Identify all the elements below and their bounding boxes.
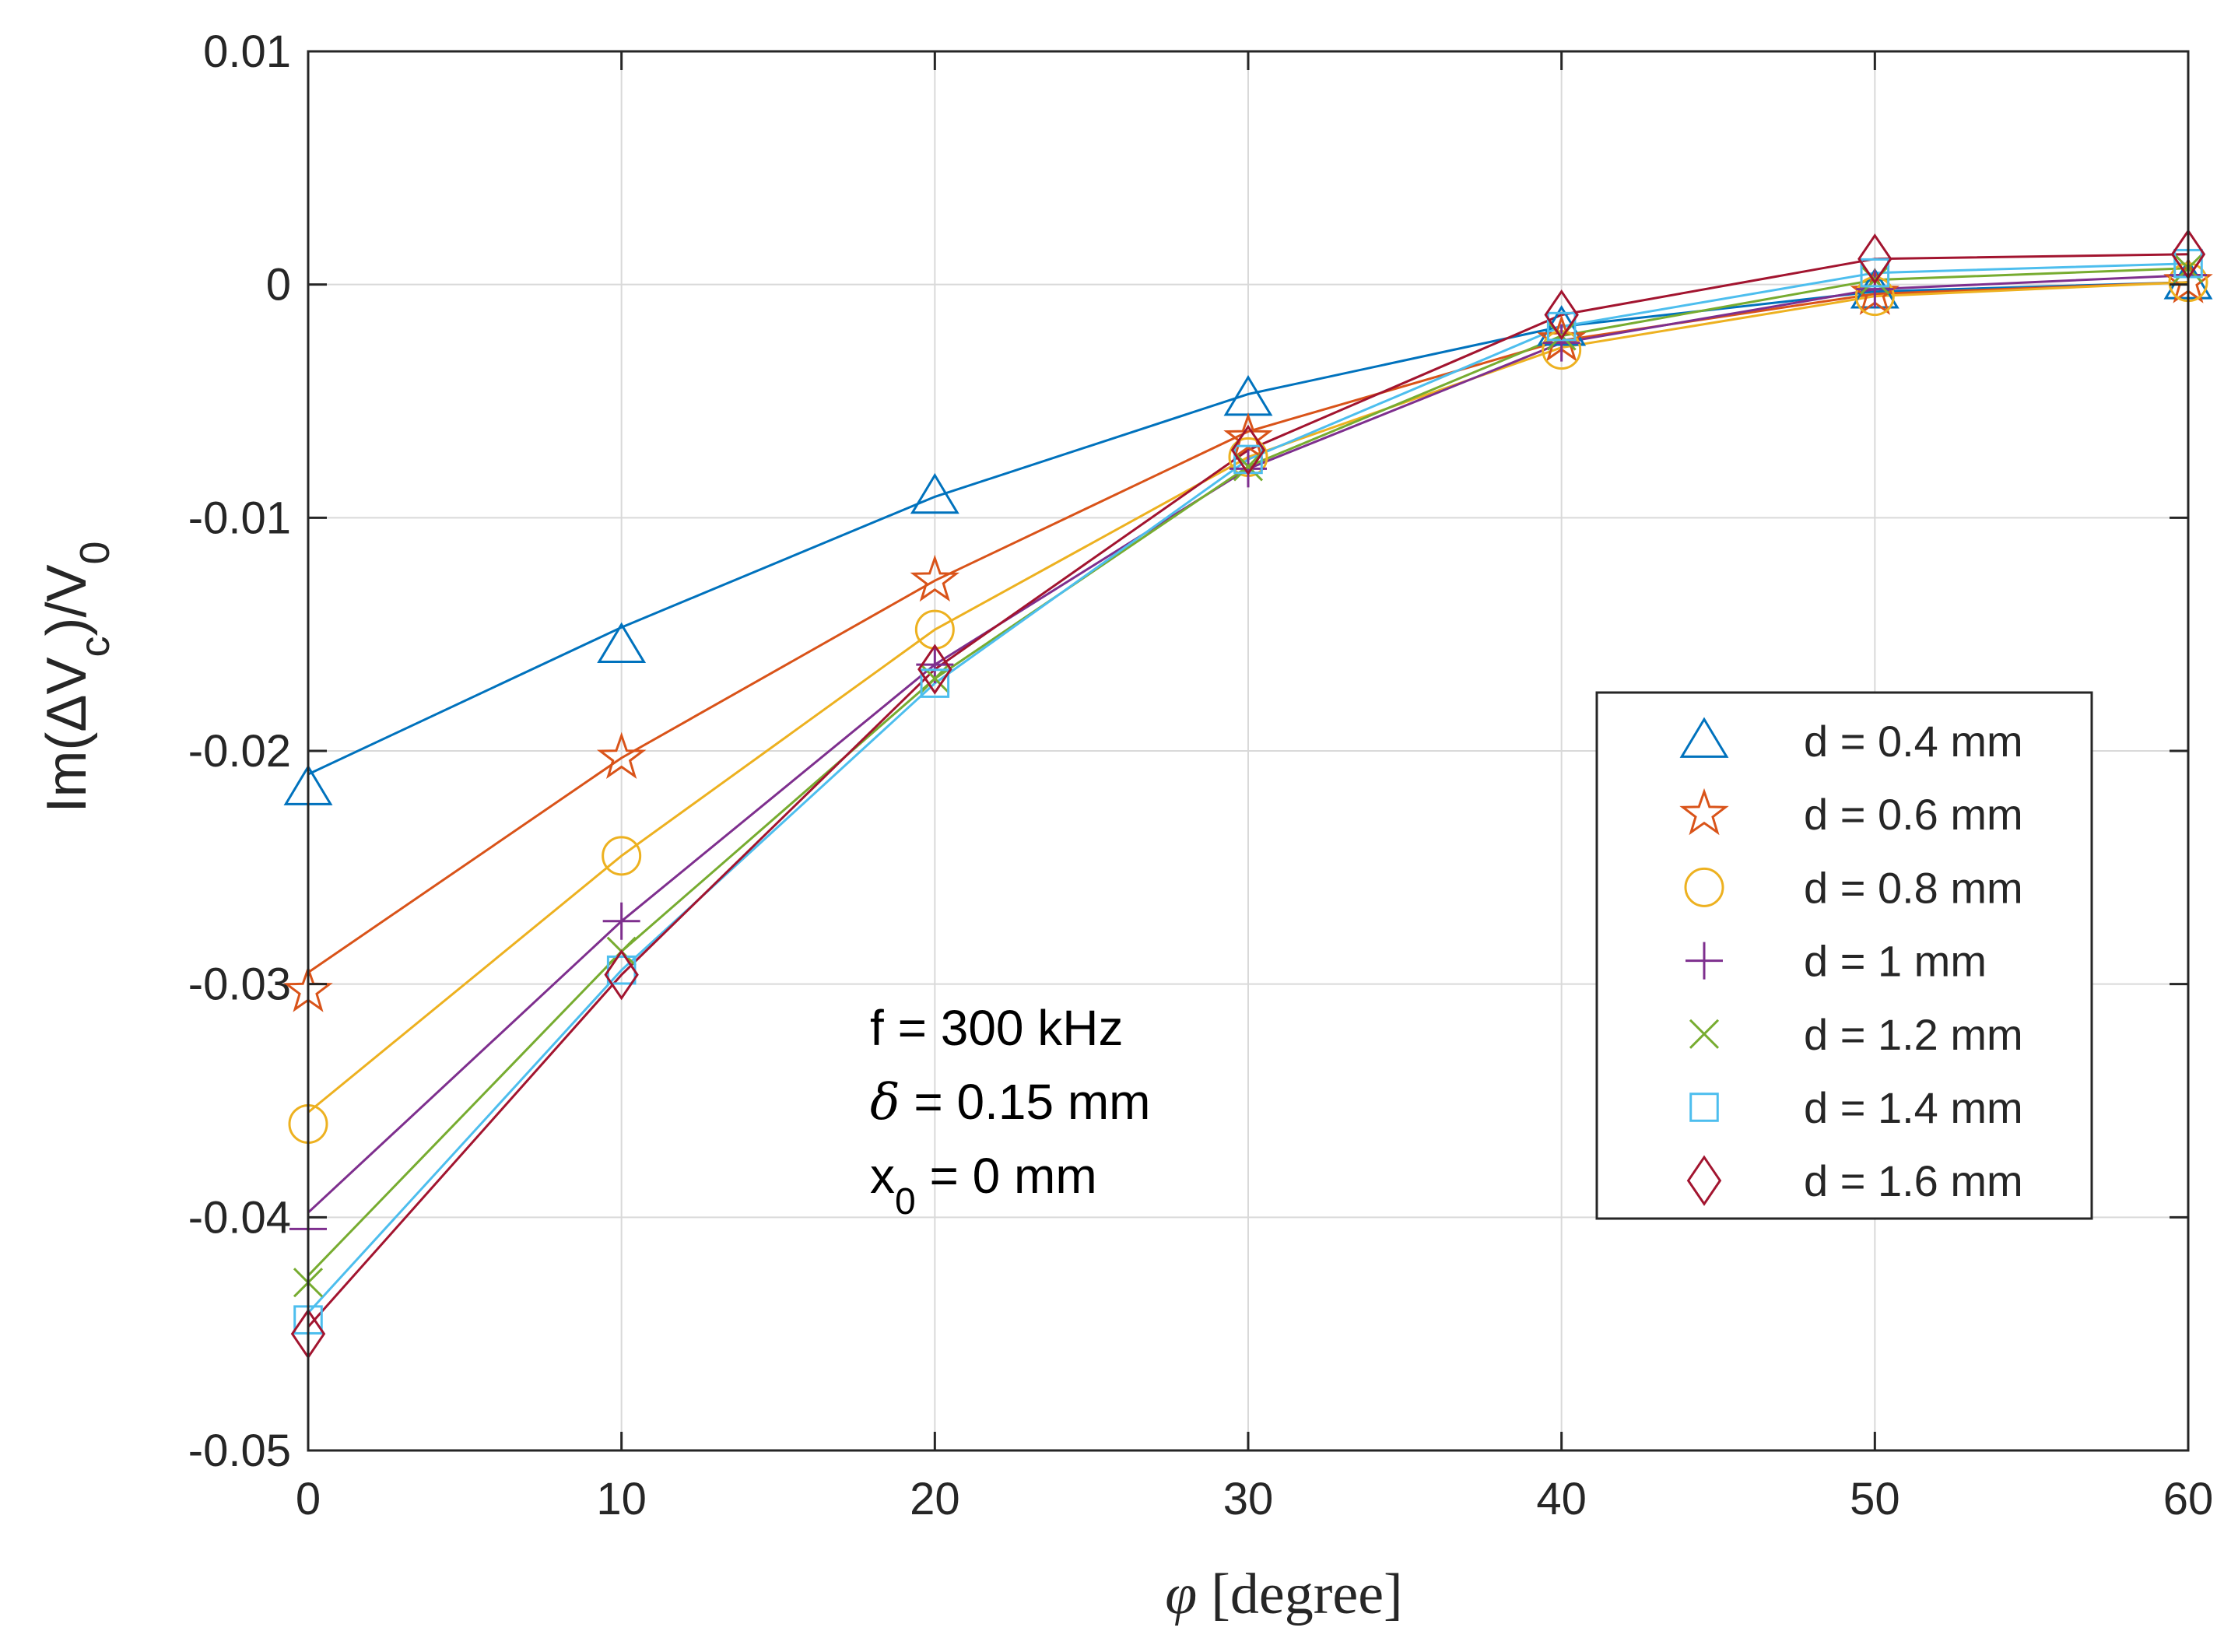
legend-marker-6	[1689, 1093, 1719, 1122]
annotation-x-value: = 0 mm	[916, 1148, 1097, 1204]
legend-marker-5	[1689, 1019, 1720, 1049]
y-tick-label: -0.03	[188, 959, 291, 1010]
annotation-x-sub: 0	[895, 1181, 916, 1222]
legend-label: d = 1 mm	[1804, 937, 1987, 986]
legend-marker-1	[1679, 717, 1729, 758]
annotation: f = 300 kHz δ = 0.15 mm x0 = 0 mm	[870, 1000, 1150, 1222]
legend-marker-3	[1684, 867, 1724, 907]
x-tick-label: 40	[1536, 1474, 1587, 1524]
x-label-symbol: φ	[1165, 1563, 1197, 1626]
data-point-series-1	[597, 622, 647, 664]
axis-ticks	[307, 50, 2190, 1452]
annotation-frequency: f = 300 kHz	[870, 1000, 1124, 1056]
annotation-skin-depth: δ = 0.15 mm	[870, 1074, 1150, 1131]
annotation-delta-symbol: δ	[870, 1074, 900, 1131]
data-point-series-4	[1856, 270, 1894, 308]
data-point-series-7	[1230, 424, 1266, 476]
data-point-series-3	[602, 836, 642, 876]
x-tick-label: 10	[596, 1474, 647, 1524]
legend: d = 0.4 mm d = 0.6 mm d = 0.8 mm d = 1 mm d …	[1595, 691, 2093, 1220]
legend-items: d = 0.4 mm d = 0.6 mm d = 0.8 mm d = 1 mm d …	[1679, 717, 2023, 1206]
y-axis-label: Im(ΔVc)/V0	[36, 541, 118, 812]
data-point-series-4	[1542, 324, 1580, 362]
tick-labels: 0 10 20 30 40 50 60 0.01 0 -0.01 -0.02 -0.03 -0.04 -0…	[188, 26, 2213, 1524]
legend-box	[1595, 691, 2093, 1220]
legend-label: d = 0.4 mm	[1804, 717, 2023, 766]
legend-marker-7	[1686, 1155, 1722, 1206]
x-label-unit: [degree]	[1211, 1563, 1402, 1626]
y-label-sub2: 0	[72, 541, 118, 564]
x-tick-label: 0	[296, 1474, 321, 1524]
legend-marker-2	[1679, 787, 1729, 836]
series-markers	[283, 229, 2213, 1359]
legend-label: d = 1.2 mm	[1804, 1010, 2023, 1059]
data-point-series-1	[910, 472, 959, 514]
x-tick-label: 50	[1850, 1474, 1900, 1524]
y-tick-label: -0.02	[188, 726, 291, 777]
annotation-x-main: x	[870, 1148, 895, 1204]
y-tick-label: -0.05	[188, 1426, 291, 1476]
y-tick-label: 0	[266, 260, 291, 310]
legend-label: d = 1.4 mm	[1804, 1083, 2023, 1132]
data-point-series-2	[910, 554, 960, 602]
y-label-sub1: c	[72, 636, 118, 657]
y-tick-label: 0.01	[203, 26, 291, 77]
data-point-series-4	[602, 902, 640, 940]
annotation-delta-value: = 0.15 mm	[900, 1074, 1151, 1130]
legend-label: d = 0.8 mm	[1804, 863, 2023, 912]
x-tick-label: 30	[1223, 1474, 1274, 1524]
legend-label: d = 1.6 mm	[1804, 1156, 2023, 1205]
legend-marker-4	[1686, 942, 1723, 980]
legend-label: d = 0.6 mm	[1804, 790, 2023, 839]
data-point-series-2	[596, 731, 647, 780]
data-point-series-2	[1223, 412, 1273, 460]
x-tick-label: 20	[910, 1474, 960, 1524]
data-point-series-6	[1860, 258, 1890, 288]
data-point-series-6	[920, 668, 950, 698]
data-point-series-5	[1233, 451, 1264, 482]
data-point-series-7	[604, 949, 639, 1001]
data-point-series-7	[1544, 289, 1579, 341]
data-point-series-7	[1857, 233, 1892, 285]
y-label-part1: Im(ΔV	[36, 657, 98, 812]
y-tick-label: -0.04	[188, 1192, 291, 1243]
y-label-part2: )/V	[36, 564, 98, 636]
y-tick-label: -0.01	[188, 493, 291, 543]
x-tick-label: 60	[2163, 1474, 2214, 1524]
annotation-offset: x0 = 0 mm	[870, 1148, 1097, 1222]
data-point-series-7	[917, 644, 952, 695]
x-axis-label: φ [degree]	[1165, 1563, 1402, 1626]
